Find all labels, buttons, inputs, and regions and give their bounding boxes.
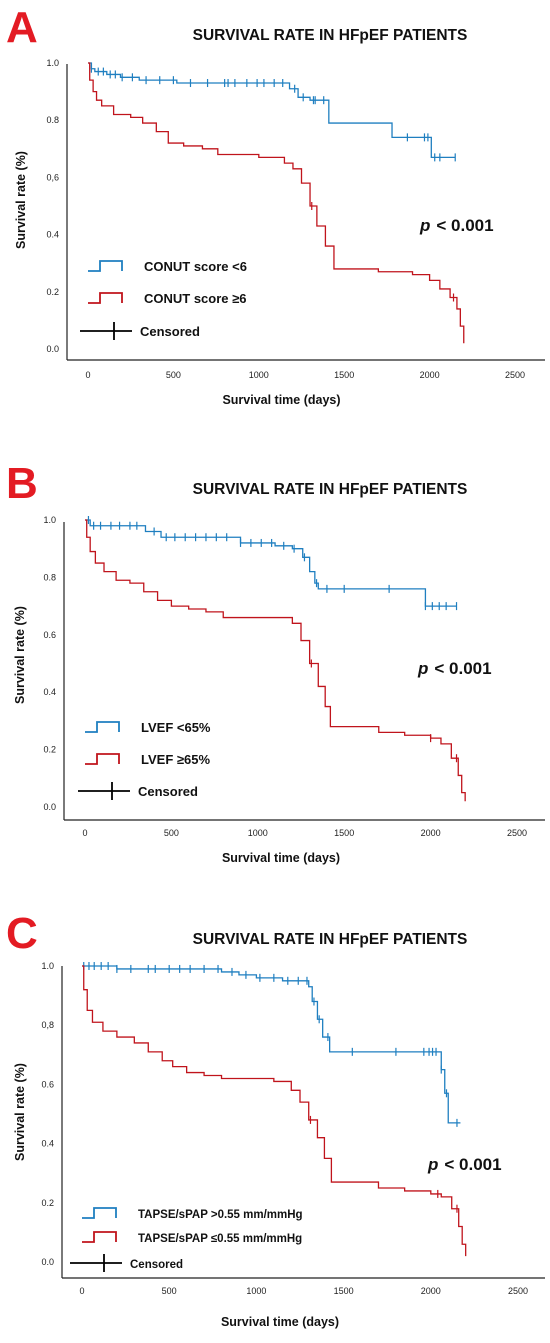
panel-letter: B	[6, 459, 38, 508]
y-tick-label: 0.4	[41, 1139, 54, 1149]
chart-root: C SURVIVAL RATE IN HFpEF PATIENTS 0.0 0.2 0.…	[6, 909, 545, 1329]
panel-b: B SURVIVAL RATE IN HFpEF PATIENTS 0.0 0.2 0.…	[0, 446, 550, 892]
legend-swatch-blue	[85, 721, 120, 733]
x-tick-label: 1500	[334, 370, 354, 380]
legend-label: CONUT score <6	[144, 259, 247, 274]
survival-curve-red	[88, 62, 465, 344]
panel-letter: C	[6, 909, 38, 958]
p-symbol: p	[417, 659, 428, 678]
legend-label: LVEF ≥65%	[141, 752, 210, 767]
y-tick-label: 0.8	[43, 572, 56, 582]
legend-swatch-red	[85, 753, 120, 765]
x-axis-label: Survival time (days)	[222, 851, 340, 865]
y-tick-label: 0,8	[41, 1020, 54, 1030]
y-tick-label: 1.0	[41, 961, 54, 971]
p-symbol: p	[427, 1155, 438, 1174]
legend-swatch-red	[88, 292, 123, 304]
chart-b: B SURVIVAL RATE IN HFpEF PATIENTS 0.0 0.2 0.…	[6, 459, 545, 865]
y-axis-label: Survival rate (%)	[13, 1063, 27, 1161]
y-tick-label: 0.8	[46, 115, 59, 125]
y-tick-label: 0.6	[43, 630, 56, 640]
panel-a: A SURVIVAL RATE IN HFpEF PATIENTS 0.0 0.2 0.…	[0, 0, 550, 446]
p-symbol: p	[419, 216, 430, 235]
legend-censored-label: Censored	[138, 784, 198, 799]
panel-c: C SURVIVAL RATE IN HFpEF PATIENTS 0.0 0.2 0.…	[0, 892, 550, 1338]
y-tick-label: 0.0	[41, 1257, 54, 1267]
y-tick-label: 0.2	[43, 745, 56, 755]
survival-curve-red	[82, 965, 467, 1257]
p-value-text: < 0.001	[444, 1155, 501, 1174]
x-axis-label: Survival time (days)	[222, 393, 340, 407]
legend-swatch-red	[82, 1231, 117, 1243]
x-tick-label: 1500	[334, 828, 354, 838]
x-tick-label: 500	[166, 370, 181, 380]
y-tick-label: 1.0	[43, 515, 56, 525]
legend-swatch-blue	[88, 260, 123, 272]
y-tick-label: 0.2	[41, 1198, 54, 1208]
y-tick-label: 0.4	[43, 687, 56, 697]
survival-curve-blue	[85, 519, 457, 607]
x-tick-label: 1000	[246, 1286, 266, 1296]
x-axis-label: Survival time (days)	[221, 1315, 339, 1329]
legend-censored-label: Censored	[130, 1259, 183, 1271]
legend-swatch-blue	[82, 1207, 117, 1219]
y-tick-label: 1.0	[46, 58, 59, 68]
x-tick-label: 2500	[508, 1286, 528, 1296]
survival-curve-red	[85, 519, 466, 802]
panel-letter: A	[6, 3, 38, 52]
chart-root: B SURVIVAL RATE IN HFpEF PATIENTS 0.0 0.2 0.…	[6, 459, 545, 865]
legend-label: LVEF <65%	[141, 720, 211, 735]
y-tick-label: 0.2	[46, 287, 59, 297]
p-value: p < 0.001	[419, 216, 494, 235]
chart-a: A SURVIVAL RATE IN HFpEF PATIENTS 0.0 0.2 0.…	[6, 3, 545, 407]
chart-title: SURVIVAL RATE IN HFpEF PATIENTS	[193, 481, 468, 498]
y-tick-label: 0.0	[43, 802, 56, 812]
x-tick-label: 1000	[248, 828, 268, 838]
x-tick-label: 1500	[334, 1286, 354, 1296]
legend-censored-label: Censored	[140, 324, 200, 339]
y-tick-label: 0.0	[46, 344, 59, 354]
y-tick-label: 0.4	[46, 230, 59, 240]
chart-title: SURVIVAL RATE IN HFpEF PATIENTS	[193, 27, 468, 44]
chart-root: A SURVIVAL RATE IN HFpEF PATIENTS 0.0 0.2 0.…	[6, 3, 545, 407]
survival-curve-blue	[82, 965, 461, 1124]
x-tick-label: 2500	[507, 828, 527, 838]
p-value: p < 0.001	[417, 659, 492, 678]
legend-label: TAPSE/sPAP >0.55 mm/mmHg	[138, 1209, 303, 1221]
legend-label: CONUT score ≥6	[144, 291, 247, 306]
survival-curve-blue	[88, 62, 456, 159]
p-value: p < 0.001	[427, 1155, 502, 1174]
legend-label: TAPSE/sPAP ≤0.55 mm/mmHg	[138, 1233, 302, 1245]
x-tick-label: 1000	[249, 370, 269, 380]
y-axis-label: Survival rate (%)	[13, 606, 27, 704]
x-tick-label: 0	[79, 1286, 84, 1296]
chart-c: C SURVIVAL RATE IN HFpEF PATIENTS 0.0 0.2 0.…	[6, 909, 545, 1329]
x-tick-label: 500	[162, 1286, 177, 1296]
x-tick-label: 0	[85, 370, 90, 380]
y-axis-label: Survival rate (%)	[14, 151, 28, 249]
x-tick-label: 2000	[421, 828, 441, 838]
chart-title: SURVIVAL RATE IN HFpEF PATIENTS	[193, 931, 468, 948]
y-tick-label: 0,6	[46, 172, 59, 182]
x-tick-label: 2500	[505, 370, 525, 380]
x-tick-label: 2000	[420, 370, 440, 380]
x-tick-label: 500	[164, 828, 179, 838]
y-tick-label: 0.6	[41, 1079, 54, 1089]
x-tick-label: 0	[82, 828, 87, 838]
p-value-text: < 0.001	[436, 216, 493, 235]
p-value-text: < 0.001	[434, 659, 491, 678]
x-tick-label: 2000	[421, 1286, 441, 1296]
